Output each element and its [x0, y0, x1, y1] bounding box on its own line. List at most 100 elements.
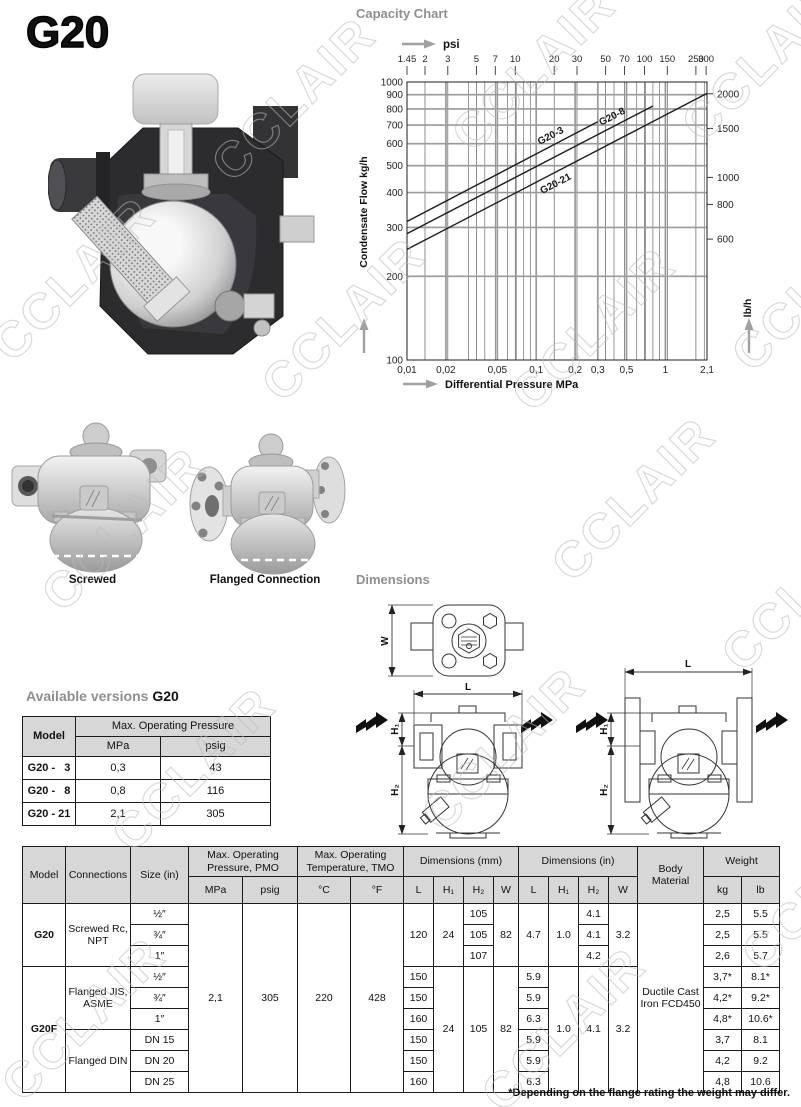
- spec-sub-h2-mm: H₂: [463, 876, 494, 904]
- versions-col-psig: psig: [160, 736, 271, 757]
- table-row: G20 - 8 0,8 116: [22, 779, 271, 803]
- kgh-tick-label: 500: [386, 161, 403, 172]
- spec-tmo-f: 428: [350, 903, 404, 1093]
- spec-lb: 5.5: [741, 903, 781, 925]
- dimensions-heading: Dimensions: [356, 572, 430, 587]
- spec-h1-mm: 24: [433, 903, 464, 967]
- spec-sub-psig: psig: [242, 876, 298, 904]
- flanged-caption: Flanged Connection: [209, 574, 321, 586]
- versions-psig: 43: [160, 756, 271, 780]
- versions-model: G20 - 21: [22, 802, 76, 826]
- versions-model: G20 - 3: [22, 756, 76, 780]
- kgh-tick-label: 700: [386, 121, 403, 132]
- spec-size: ½″: [130, 966, 189, 988]
- spec-lb: 9.2*: [741, 987, 781, 1009]
- dim-label-h2: H₂: [390, 784, 401, 796]
- psi-tick-label: 20: [549, 54, 560, 65]
- spec-l-in: 5.9: [518, 1050, 550, 1072]
- series-line-G20-3: [406, 121, 599, 223]
- lbh-tick-label: 2000: [717, 89, 740, 100]
- table-row: G20 - 21 2,1 305: [22, 802, 271, 826]
- spec-col-body: Body Material: [637, 846, 705, 904]
- spec-kg: 2,5: [703, 924, 743, 946]
- y-axis-title: Condensate Flow kg/h: [358, 156, 370, 267]
- mpa-tick-label: 0,5: [620, 365, 634, 376]
- kgh-tick-label: 100: [386, 356, 403, 367]
- spec-lb: 8.1*: [741, 966, 781, 988]
- spec-col-connections: Connections: [65, 846, 131, 904]
- spec-sub-w-in: W: [608, 876, 639, 904]
- versions-psig: 305: [160, 802, 271, 826]
- lbh-tick-label: 800: [717, 200, 734, 211]
- spec-col-dim-in: Dimensions (in): [518, 846, 639, 877]
- psi-tick-label: 1.45: [398, 54, 417, 65]
- spec-lb: 8.1: [741, 1029, 781, 1051]
- spec-tmo-c: 220: [297, 903, 351, 1093]
- spec-col-pmo: Max. Operating Pressure, PMO: [188, 846, 298, 877]
- spec-sub-f: °F: [350, 876, 404, 904]
- mpa-tick-label: 2,1: [700, 365, 714, 376]
- dim-label-w: W: [380, 636, 391, 646]
- series-line-G20-21: [406, 92, 708, 251]
- spec-col-tmo: Max. Operating Temperature, TMO: [297, 846, 404, 877]
- strainer-screen: [71, 195, 191, 322]
- page-title: G20: [25, 7, 110, 58]
- spec-l-in: 5.9: [518, 966, 550, 988]
- dim-label-l2: L: [685, 659, 691, 670]
- dim-label-l: L: [465, 682, 471, 693]
- spec-sub-w-mm: W: [492, 876, 520, 904]
- spec-pmo-psig: 305: [242, 903, 298, 1093]
- versions-col-group: Max. Operating Pressure: [75, 716, 271, 737]
- spec-h1-in: 1.0: [548, 966, 580, 1093]
- spec-size: ¾″: [130, 987, 189, 1009]
- screwed-caption: Screwed: [68, 574, 117, 586]
- spec-sub-l-in: L: [518, 876, 550, 904]
- kgh-tick-label: 200: [386, 272, 403, 283]
- x-axis-title: Differential Pressure MPa: [445, 379, 579, 391]
- versions-psig: 116: [160, 779, 271, 803]
- spec-size: 1″: [130, 945, 189, 967]
- spec-l-mm: 150: [403, 966, 434, 988]
- versions-mpa: 0,8: [75, 779, 161, 803]
- mpa-tick-label: 0,01: [397, 365, 417, 376]
- versions-heading-model: G20: [152, 688, 179, 704]
- lbh-tick-label: 1500: [717, 124, 740, 135]
- spec-lb: 9.2: [741, 1050, 781, 1072]
- spec-col-weight: Weight: [703, 846, 781, 877]
- psi-tick-label: 70: [619, 54, 630, 65]
- kgh-tick-label: 900: [386, 90, 403, 101]
- psi-tick-label: 3: [445, 54, 450, 65]
- spec-kg: 3,7*: [703, 966, 743, 988]
- cutaway-product-image: [48, 73, 315, 355]
- spec-l-in: 5.9: [518, 987, 550, 1009]
- spec-h2-mm: 107: [463, 945, 494, 967]
- spec-model: G20: [22, 903, 66, 967]
- spec-model: G20F: [22, 966, 66, 1093]
- kgh-tick-label: 400: [386, 188, 403, 199]
- spec-h2-in: 4.2: [578, 945, 610, 967]
- spec-size: DN 15: [130, 1029, 189, 1051]
- spec-l-mm: 150: [403, 987, 434, 1009]
- spec-pmo-mpa: 2,1: [188, 903, 243, 1093]
- kgh-tick-label: 600: [386, 139, 403, 150]
- spec-l-mm: 150: [403, 1050, 434, 1072]
- spec-kg: 4,8*: [703, 1008, 743, 1030]
- spec-l-in: 6.3: [518, 1008, 550, 1030]
- versions-mpa: 0,3: [75, 756, 161, 780]
- mpa-tick-label: 0,02: [436, 365, 456, 376]
- table-row: DN 25 160 6.3 4,8 10.6: [23, 1071, 781, 1093]
- psi-tick-label: 2: [422, 54, 427, 65]
- specification-table: Model Connections Size (in) Max. Operati…: [22, 846, 781, 1093]
- mpa-tick-label: 0,2: [568, 365, 582, 376]
- spec-h1-in: 1.0: [548, 903, 580, 967]
- spec-l-mm: 160: [403, 1071, 434, 1093]
- spec-h2-mm: 105: [463, 924, 494, 946]
- series-line-G20-8: [406, 105, 654, 235]
- kgh-tick-label: 800: [386, 104, 403, 115]
- flow-arrow-icon: [756, 712, 788, 733]
- table-row: ¾″ 150 5.9 4,2* 9.2*: [23, 987, 781, 1009]
- spec-w-mm: 82: [492, 966, 520, 1093]
- spec-connections: Flanged DIN: [65, 1029, 131, 1093]
- spec-sub-h2-in: H₂: [578, 876, 610, 904]
